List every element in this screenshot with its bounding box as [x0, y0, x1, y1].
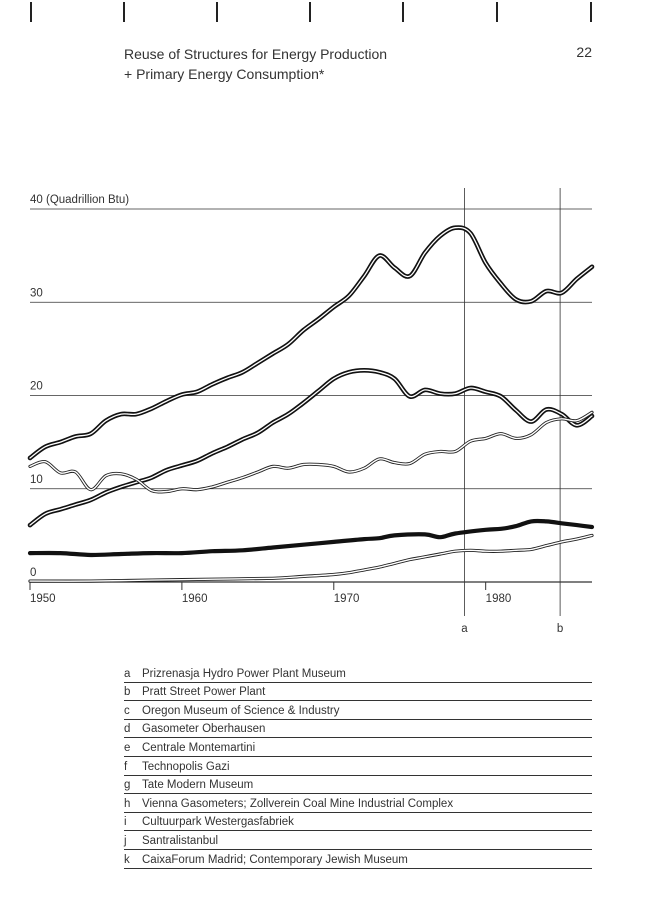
legend-key: h — [124, 797, 131, 810]
series-line-2 — [27, 368, 595, 528]
legend-item: j Santralistanbul — [124, 831, 592, 850]
legend-item: c Oregon Museum of Science & Industry — [124, 701, 592, 720]
y-unit-label: 40 (Quadrillion Btu) — [30, 194, 129, 206]
series-line-2-inner — [29, 369, 593, 526]
y-tick-label: 10 — [30, 474, 43, 486]
axis-labels: 1950 1960 1970 1980 0 10 20 30 40 (Quadrillion B… — [30, 194, 563, 635]
legend-label: Pratt Street Power Plant — [142, 686, 266, 699]
top-tick — [496, 2, 498, 22]
legend-list: a Prizrenasja Hydro Power Plant Museum b Pr… — [124, 664, 592, 869]
series-line-4 — [27, 518, 595, 558]
series-line-1 — [27, 225, 595, 461]
legend-key: b — [124, 686, 131, 699]
y-tick-label: 0 — [30, 567, 36, 579]
legend-item: h Vienna Gasometers; Zollverein Coal Mine… — [124, 794, 592, 813]
page-title: Reuse of Structures for Energy Productio… — [124, 44, 387, 84]
series-line-5-inner — [29, 534, 593, 582]
x-tick-label: 1980 — [486, 593, 512, 605]
legend-key: a — [124, 667, 131, 680]
legend-label: Tate Modern Museum — [142, 779, 254, 792]
legend-label: Prizrenasja Hydro Power Plant Museum — [142, 667, 346, 680]
legend-key: c — [124, 704, 130, 717]
legend-label: Gasometer Oberhausen — [142, 723, 266, 736]
y-tick-label: 20 — [30, 381, 43, 393]
legend-label: Technopolis Gazi — [142, 760, 230, 773]
legend-item: i Cultuurpark Westergasfabriek — [124, 813, 592, 832]
top-tick-marks — [0, 0, 660, 24]
x-tick-label: 1960 — [182, 593, 208, 605]
series-lines — [27, 225, 595, 583]
legend-item: e Centrale Montemartini — [124, 738, 592, 757]
legend-item: a Prizrenasja Hydro Power Plant Museum — [124, 664, 592, 683]
top-tick — [123, 2, 125, 22]
series-line-3-inner — [29, 411, 593, 493]
page-number: 22 — [576, 44, 592, 60]
series-line-1-inner — [29, 226, 593, 459]
top-tick — [216, 2, 218, 22]
legend-key: e — [124, 741, 131, 754]
marker-label-b: b — [557, 623, 563, 635]
legend-key: g — [124, 779, 131, 792]
legend-key: d — [124, 723, 131, 736]
legend-label: Oregon Museum of Science & Industry — [142, 704, 340, 717]
legend-item: b Pratt Street Power Plant — [124, 683, 592, 702]
marker-lines — [464, 188, 561, 616]
legend-label: Centrale Montemartini — [142, 741, 256, 754]
legend-label: Santralistanbul — [142, 834, 219, 847]
legend-item: f Technopolis Gazi — [124, 757, 592, 776]
legend-item: g Tate Modern Museum — [124, 776, 592, 795]
legend-item: k CaixaForum Madrid; Contemporary Jewish … — [124, 850, 592, 869]
legend-item: d Gasometer Oberhausen — [124, 720, 592, 739]
legend-key: i — [124, 816, 127, 829]
marker-label-a: a — [461, 623, 468, 635]
top-tick — [402, 2, 404, 22]
legend-label: Cultuurpark Westergasfabriek — [142, 816, 294, 829]
x-tick-label: 1970 — [334, 593, 360, 605]
title-line-2: + Primary Energy Consumption* — [124, 66, 325, 82]
title-line-1: Reuse of Structures for Energy Productio… — [124, 46, 388, 62]
legend-label: Vienna Gasometers; Zollverein Coal Mine … — [142, 797, 454, 810]
top-tick — [590, 2, 592, 22]
energy-consumption-chart: 1950 1960 1970 1980 0 10 20 30 40 (Quadrillion B… — [27, 188, 595, 635]
legend-label: CaixaForum Madrid; Contemporary Jewish M… — [142, 853, 408, 866]
x-tick-label: 1950 — [30, 593, 56, 605]
legend-key: k — [124, 853, 130, 866]
legend-key: f — [124, 760, 128, 773]
legend-key: j — [124, 834, 127, 847]
series-line-3 — [28, 410, 594, 494]
y-tick-label: 30 — [30, 287, 43, 299]
top-tick — [309, 2, 311, 22]
top-tick — [30, 2, 32, 22]
